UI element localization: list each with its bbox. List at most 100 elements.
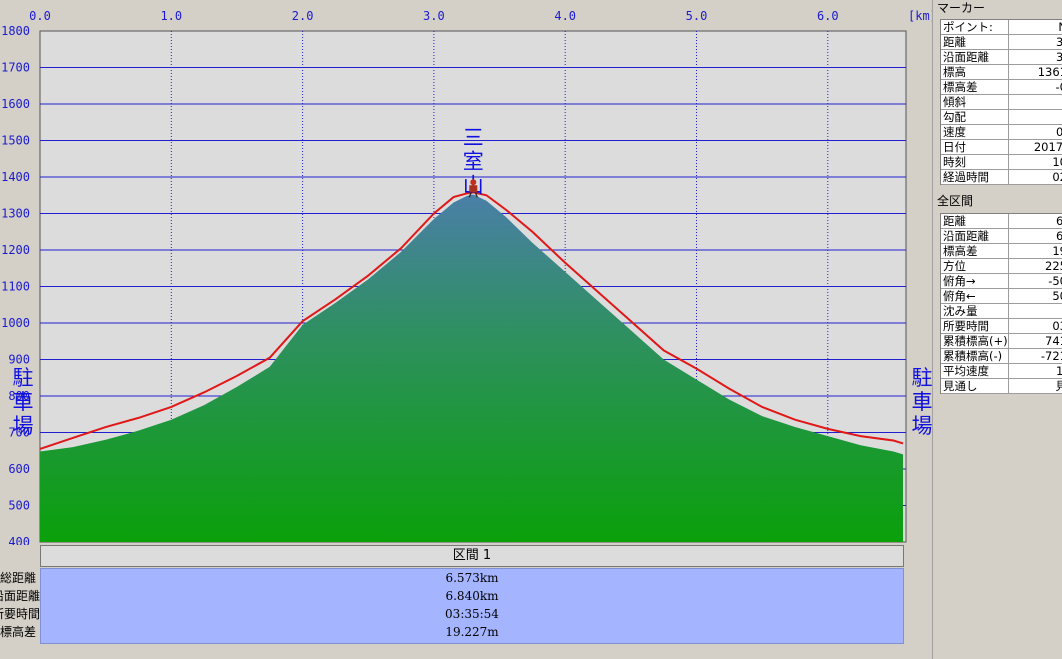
y-tick-label-1700: 1700 [1, 61, 30, 75]
all-section-key-3: 方位 [943, 259, 966, 273]
marker-value-0: N [1011, 20, 1062, 34]
all-section-row-1: 沿面距離 6. [941, 229, 1062, 244]
place-label-0: 三室山 [463, 125, 484, 197]
marker-key-7: 速度 [943, 125, 966, 139]
all-section-panel-title: 全区間 [937, 194, 974, 208]
marker-key-8: 日付 [943, 140, 966, 154]
y-tick-label-1500: 1500 [1, 134, 30, 148]
place-label-2: 駐車場 [912, 366, 933, 438]
all-section-value-7: 03 [1052, 319, 1062, 333]
all-section-value-11: 見 [1011, 379, 1062, 393]
section-label-1: 沿面距離 [0, 589, 40, 603]
section-value-1: 6.840km [445, 589, 499, 603]
all-section-row-2: 標高差 19 [941, 244, 1062, 259]
marker-row-4: 標高差 -0 [941, 80, 1062, 95]
marker-value-8: 2017/ [1033, 140, 1062, 154]
marker-panel-title: マーカー [937, 1, 986, 15]
all-section-row-5: 俯角← 50 [941, 289, 1062, 304]
marker-key-4: 標高差 [943, 80, 978, 94]
marker-row-5: 傾斜 - [941, 95, 1062, 110]
all-section-value-0: 6. [1011, 214, 1062, 228]
elevation-profile-chart[interactable]: 0.0 1.0 2.0 3.0 4.0 5.0 6.0 400 500 600 700 800 900… [0, 0, 932, 545]
marker-row-7: 速度 0. [941, 125, 1062, 140]
marker-value-6: - [1011, 110, 1062, 124]
marker-row-3: 標高 1361 [941, 65, 1062, 80]
all-section-key-11: 見通し [943, 379, 978, 393]
svg-text:駐: 駐 [912, 366, 933, 390]
marker-key-0: ポイント: [943, 20, 993, 34]
all-section-row-4: 俯角→ -50 [941, 274, 1062, 289]
y-tick-label-1600: 1600 [1, 97, 30, 111]
terrain-area [40, 194, 904, 542]
section-value-0: 6.573km [445, 571, 499, 585]
marker-row-8: 日付 2017/ [941, 140, 1062, 155]
x-axis-ticks: 0.0 1.0 2.0 3.0 4.0 5.0 6.0 [29, 9, 838, 23]
svg-text:駐: 駐 [13, 366, 34, 390]
marker-value-4: -0 [1055, 80, 1062, 94]
all-section-key-10: 平均速度 [943, 364, 989, 378]
marker-key-2: 沿面距離 [943, 50, 989, 64]
x-tick-label-1.0: 1.0 [160, 9, 182, 23]
marker-value-9: 10 [1052, 155, 1062, 169]
all-section-row-11: 見通し 見 [941, 379, 1062, 394]
marker-key-10: 経過時間 [943, 170, 989, 184]
svg-text:三: 三 [463, 125, 484, 149]
marker-key-6: 勾配 [943, 110, 966, 124]
marker-key-9: 時刻 [943, 155, 966, 169]
section-header[interactable]: 区間 1 [40, 545, 904, 567]
y-tick-label-1800: 1800 [1, 24, 30, 38]
x-tick-label-6.0: 6.0 [817, 9, 839, 23]
marker-value-10: 02 [1052, 170, 1062, 184]
marker-row-1: 距離 3. [941, 35, 1062, 50]
all-section-key-7: 所要時間 [943, 319, 989, 333]
all-section-row-10: 平均速度 1. [941, 364, 1062, 379]
y-tick-label-1400: 1400 [1, 170, 30, 184]
y-tick-label-1000: 1000 [1, 316, 30, 330]
all-section-key-0: 距離 [943, 214, 966, 228]
y-tick-label-700: 700 [8, 426, 30, 440]
marker-row-0: ポイント: N [941, 20, 1062, 35]
section-label-2: 所要時間 [0, 607, 40, 621]
track-polyline[interactable] [39, 191, 904, 450]
section-label-3: 標高差 [0, 625, 37, 639]
x-tick-label-5.0: 5.0 [686, 9, 708, 23]
track-line [39, 191, 904, 450]
marker-value-5: - [1011, 95, 1062, 109]
marker-value-3: 1361 [1037, 65, 1062, 79]
all-section-row-3: 方位 225 [941, 259, 1062, 274]
all-section-value-2: 19 [1052, 244, 1062, 258]
all-section-key-4: 俯角→ [943, 274, 976, 288]
all-section-key-6: 沈み量 [943, 304, 978, 318]
marker-key-3: 標高 [943, 65, 966, 79]
all-section-value-9: -721 [1040, 349, 1062, 363]
y-axis-ticks: 400 500 600 700 800 900 1000 1100 1200 1300 1400 15… [1, 24, 30, 545]
y-tick-label-800: 800 [8, 389, 30, 403]
section-label-0: 総距離 [0, 571, 37, 585]
svg-text:車: 車 [912, 390, 933, 414]
marker-row-6: 勾配 - [941, 110, 1062, 125]
svg-text:室: 室 [463, 149, 484, 173]
all-section-row-6: 沈み量 [941, 304, 1062, 319]
y-tick-label-900: 900 [8, 353, 30, 367]
y-tick-label-500: 500 [8, 499, 30, 513]
x-tick-label-0.0: 0.0 [29, 9, 51, 23]
all-section-row-8: 累積標高(+) 741 [941, 334, 1062, 349]
marker-key-1: 距離 [943, 35, 966, 49]
all-section-value-4: -50 [1048, 274, 1062, 288]
y-tick-label-1300: 1300 [1, 207, 30, 221]
marker-row-10: 経過時間 02 [941, 170, 1062, 185]
all-section-value-5: 50 [1052, 289, 1062, 303]
marker-key-5: 傾斜 [943, 95, 966, 109]
place-label-1: 駐車場 [13, 366, 34, 438]
x-tick-label-4.0: 4.0 [554, 9, 576, 23]
all-section-value-1: 6. [1011, 229, 1062, 243]
x-tick-label-2.0: 2.0 [292, 9, 314, 23]
marker-info-table: ポイント: N 距離 3. 沿面距離 3. 標高 1361 標高差 -0 傾斜 - 勾配 - 速度 0. 日付 2… [940, 19, 1062, 185]
all-section-row-9: 累積標高(-) -721 [941, 349, 1062, 364]
marker-value-1: 3. [1011, 35, 1062, 49]
place-annotations: 三室山駐車場 駐車場 [13, 125, 933, 438]
section-value-3: 19.227m [445, 625, 499, 639]
all-section-key-8: 累積標高(+) [943, 334, 1008, 348]
hiker-marker-icon[interactable] [468, 179, 478, 198]
